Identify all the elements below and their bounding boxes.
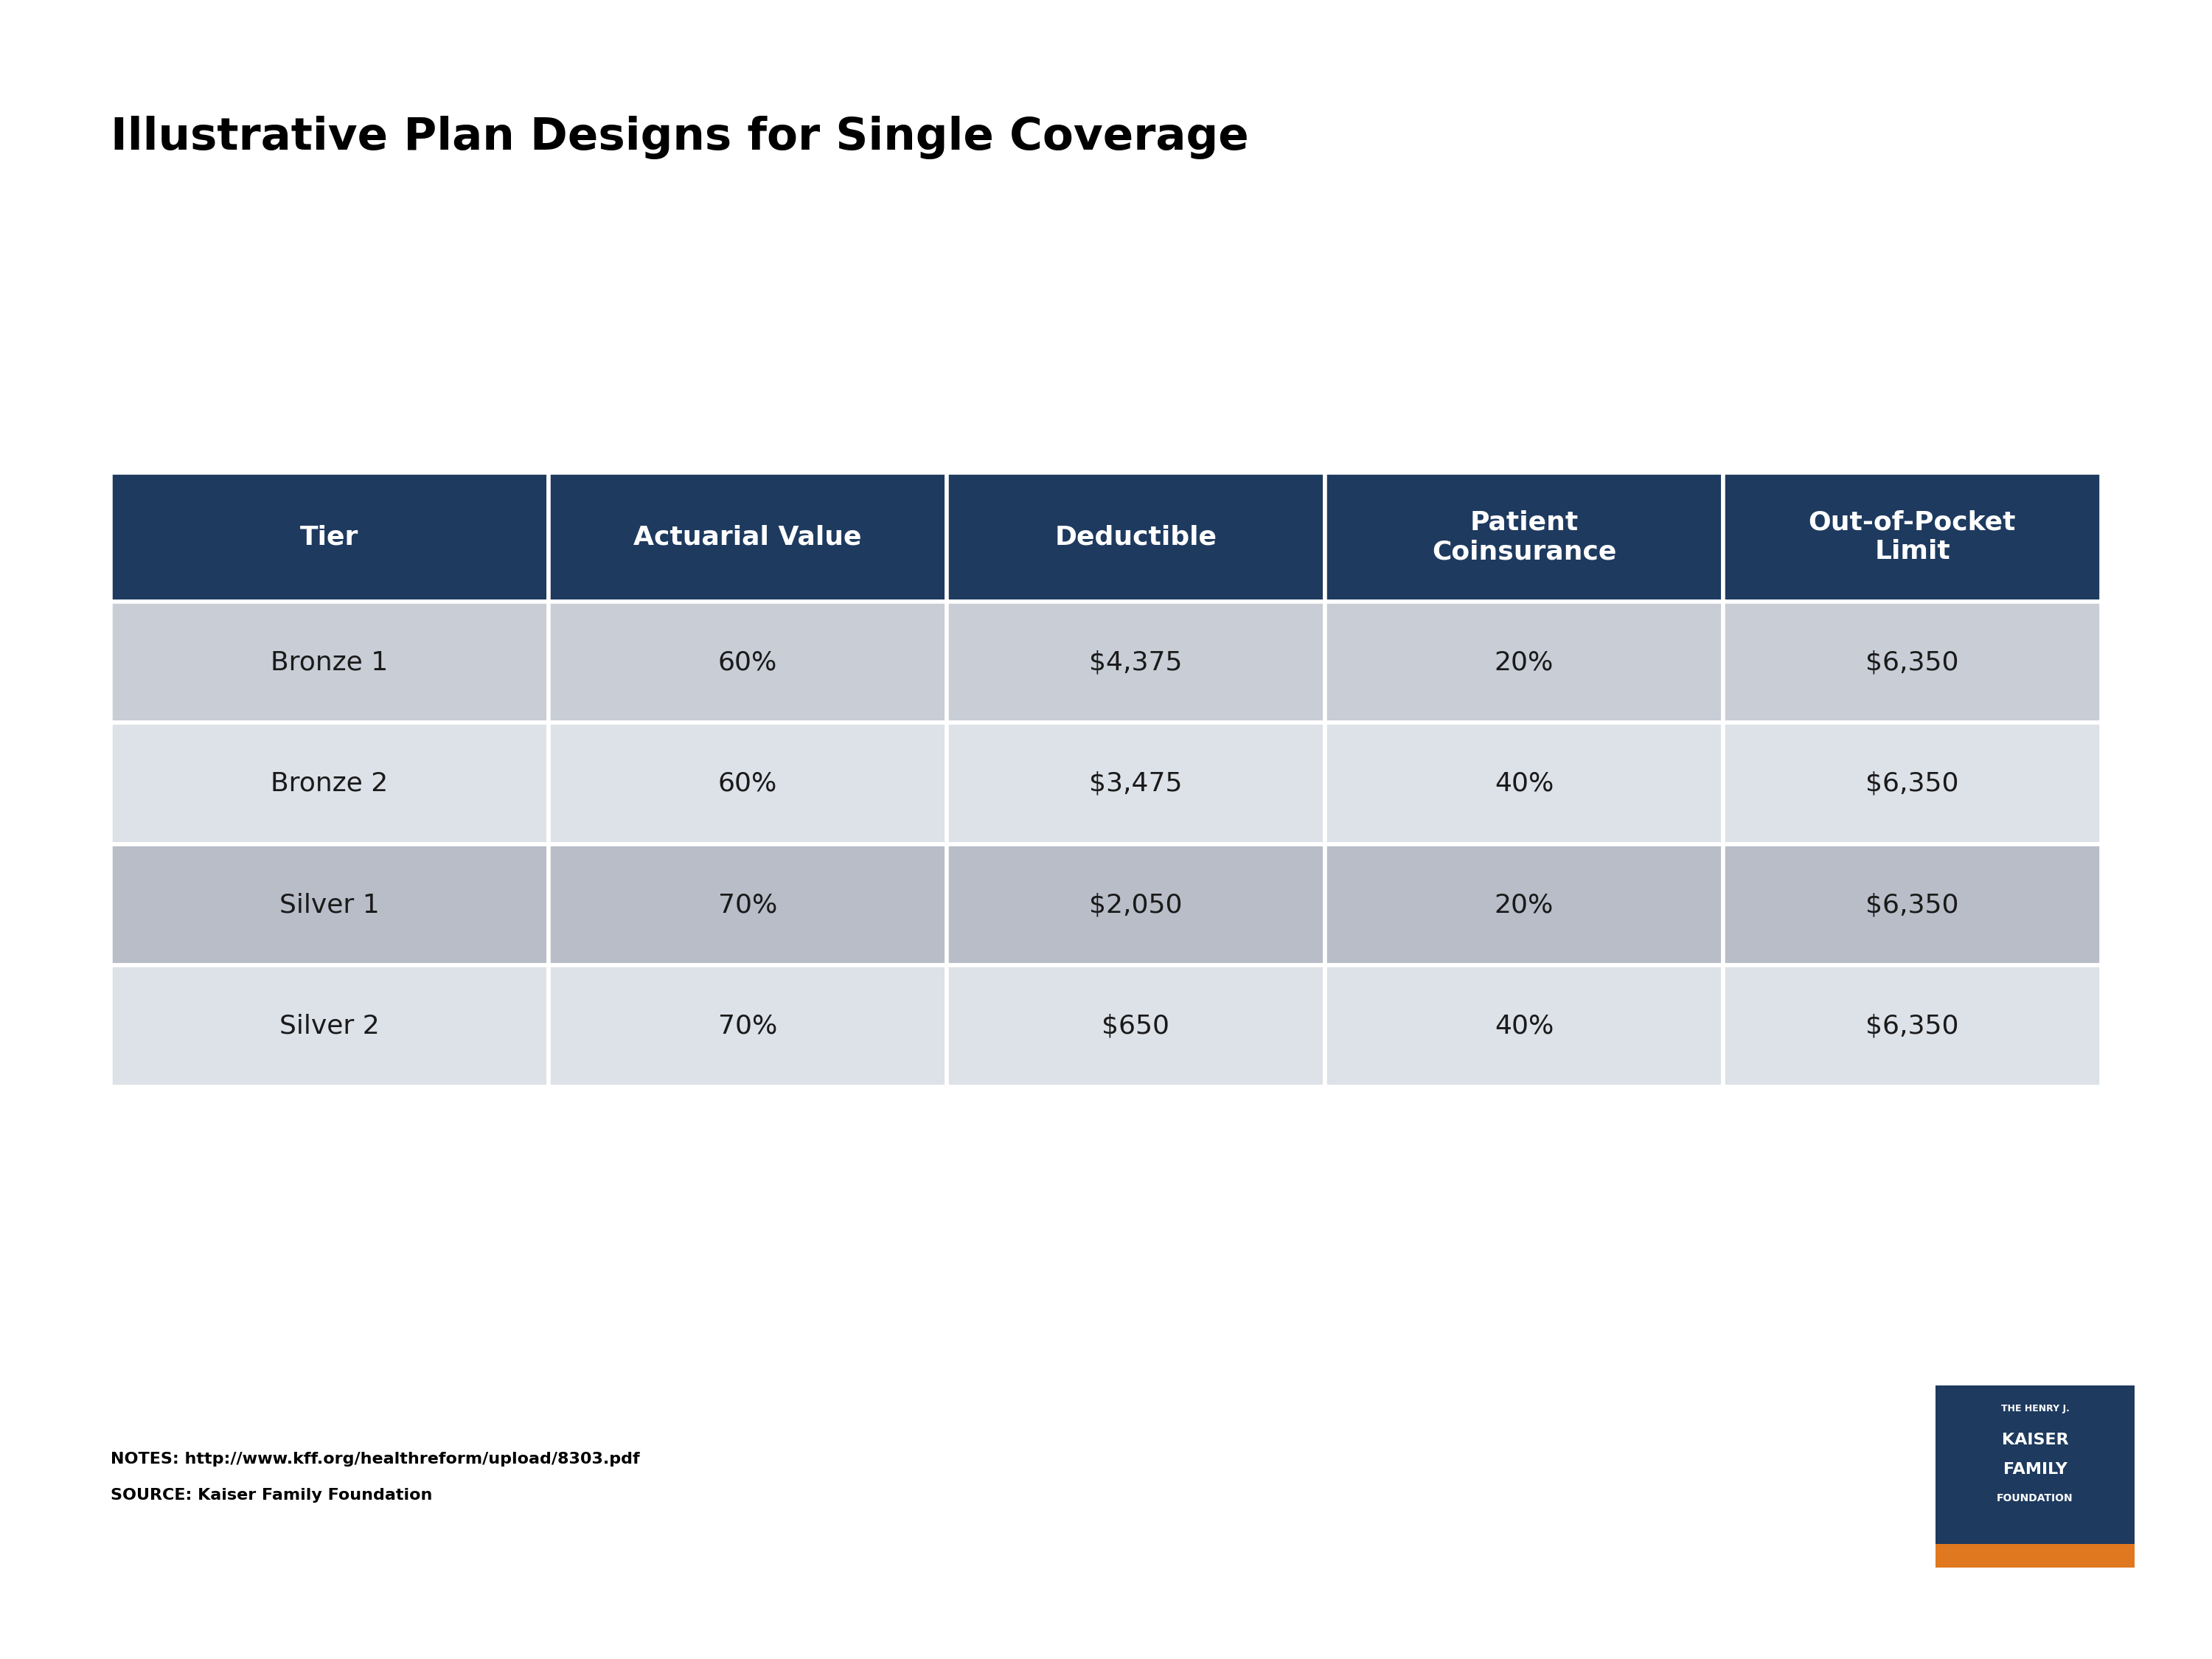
Text: $6,350: $6,350	[1865, 650, 1960, 675]
Text: $3,475: $3,475	[1088, 771, 1183, 796]
Text: THE HENRY J.: THE HENRY J.	[2002, 1404, 2068, 1413]
Text: FOUNDATION: FOUNDATION	[1997, 1493, 2073, 1503]
Text: Bronze 2: Bronze 2	[270, 771, 389, 796]
Text: 70%: 70%	[719, 893, 776, 917]
Text: 60%: 60%	[719, 771, 776, 796]
Text: 40%: 40%	[1495, 771, 1553, 796]
Text: Silver 1: Silver 1	[279, 893, 380, 917]
Text: $6,350: $6,350	[1865, 1014, 1960, 1039]
Text: KAISER: KAISER	[2002, 1433, 2068, 1447]
Text: Bronze 1: Bronze 1	[270, 650, 389, 675]
Text: NOTES: http://www.kff.org/healthreform/upload/8303.pdf: NOTES: http://www.kff.org/healthreform/u…	[111, 1452, 639, 1467]
Text: 20%: 20%	[1495, 893, 1553, 917]
Text: 60%: 60%	[719, 650, 776, 675]
Text: Tier: Tier	[301, 524, 358, 549]
Text: $6,350: $6,350	[1865, 893, 1960, 917]
Text: 70%: 70%	[719, 1014, 776, 1039]
Text: Silver 2: Silver 2	[279, 1014, 380, 1039]
Text: Illustrative Plan Designs for Single Coverage: Illustrative Plan Designs for Single Cov…	[111, 116, 1250, 159]
Text: 40%: 40%	[1495, 1014, 1553, 1039]
Text: Actuarial Value: Actuarial Value	[633, 524, 863, 549]
Text: $6,350: $6,350	[1865, 771, 1960, 796]
Text: 20%: 20%	[1495, 650, 1553, 675]
Text: $4,375: $4,375	[1088, 650, 1183, 675]
Text: SOURCE: Kaiser Family Foundation: SOURCE: Kaiser Family Foundation	[111, 1488, 431, 1503]
Text: $650: $650	[1102, 1014, 1170, 1039]
Text: $2,050: $2,050	[1088, 893, 1183, 917]
Text: Out-of-Pocket
Limit: Out-of-Pocket Limit	[1809, 511, 2015, 564]
Text: FAMILY: FAMILY	[2004, 1462, 2066, 1477]
Text: Patient
Coinsurance: Patient Coinsurance	[1431, 511, 1617, 564]
Text: Deductible: Deductible	[1055, 524, 1217, 549]
